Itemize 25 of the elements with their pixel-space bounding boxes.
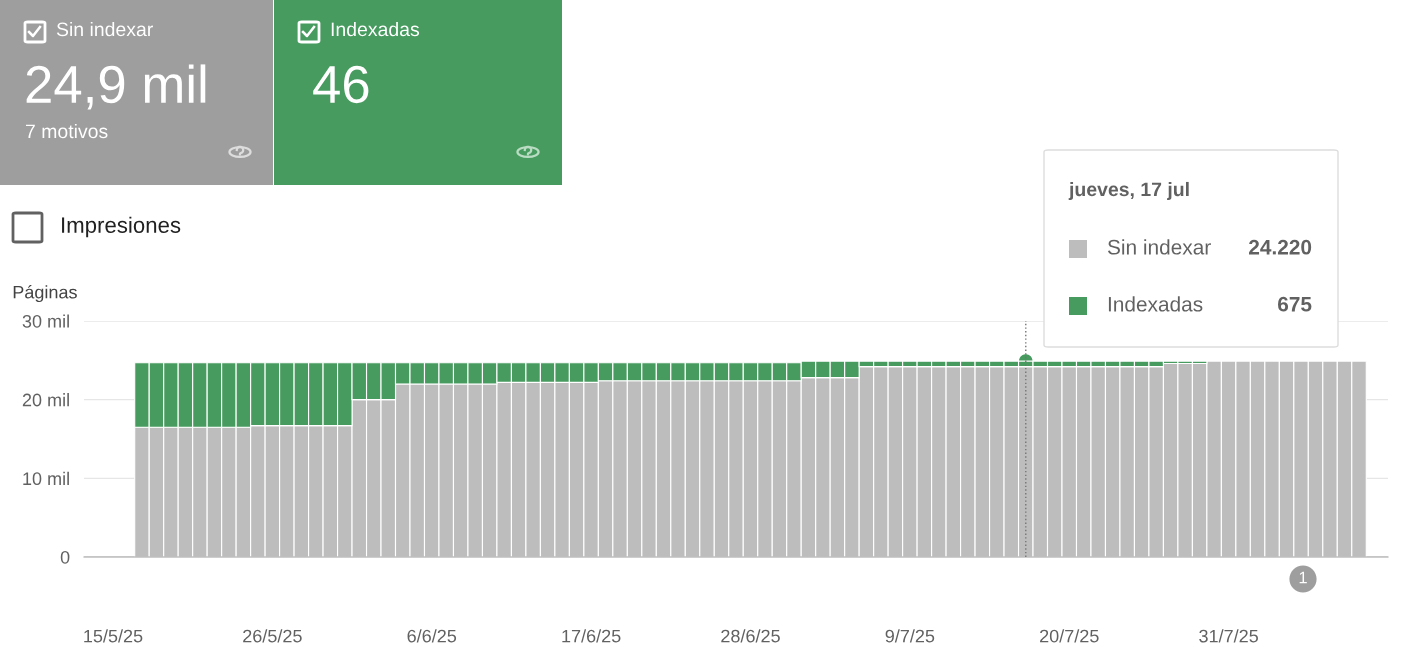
text: Impresiones [62,216,181,238]
x-tick-label: 31/7/25 [1199,629,1258,643]
x-tick-label: 20/7/25 [1040,629,1099,643]
y-tick-label: 20 mil [22,393,69,407]
y-tick-label: 0 [60,550,70,564]
text: 7 motivos [26,123,108,139]
x-tick-label: 28/6/25 [721,629,780,643]
x-tick-label: 17/6/25 [562,629,621,643]
text: jueves, 17 jul [1068,181,1189,201]
legend-label: Indexadas [331,21,420,37]
y-tick-label: 30 mil [22,314,69,328]
x-tick-label: 15/5/25 [84,629,143,643]
text: Sin indexar [1107,239,1211,255]
y-axis-title: Páginas [13,285,77,303]
legend-label: Sin indexar [56,21,153,37]
x-tick-label: 26/5/25 [243,629,302,643]
y-tick-label: 10 mil [23,471,69,486]
text: Indexadas [1108,296,1203,312]
text: 46 [313,65,369,104]
text: 24.220 [1249,239,1312,255]
x-tick-label: 6/6/25 [407,629,457,643]
x-tick-label: 9/7/25 [885,629,935,643]
text: 1 [1299,571,1307,584]
text: 675 [1278,296,1312,312]
text: 24,9 mil [26,64,206,110]
